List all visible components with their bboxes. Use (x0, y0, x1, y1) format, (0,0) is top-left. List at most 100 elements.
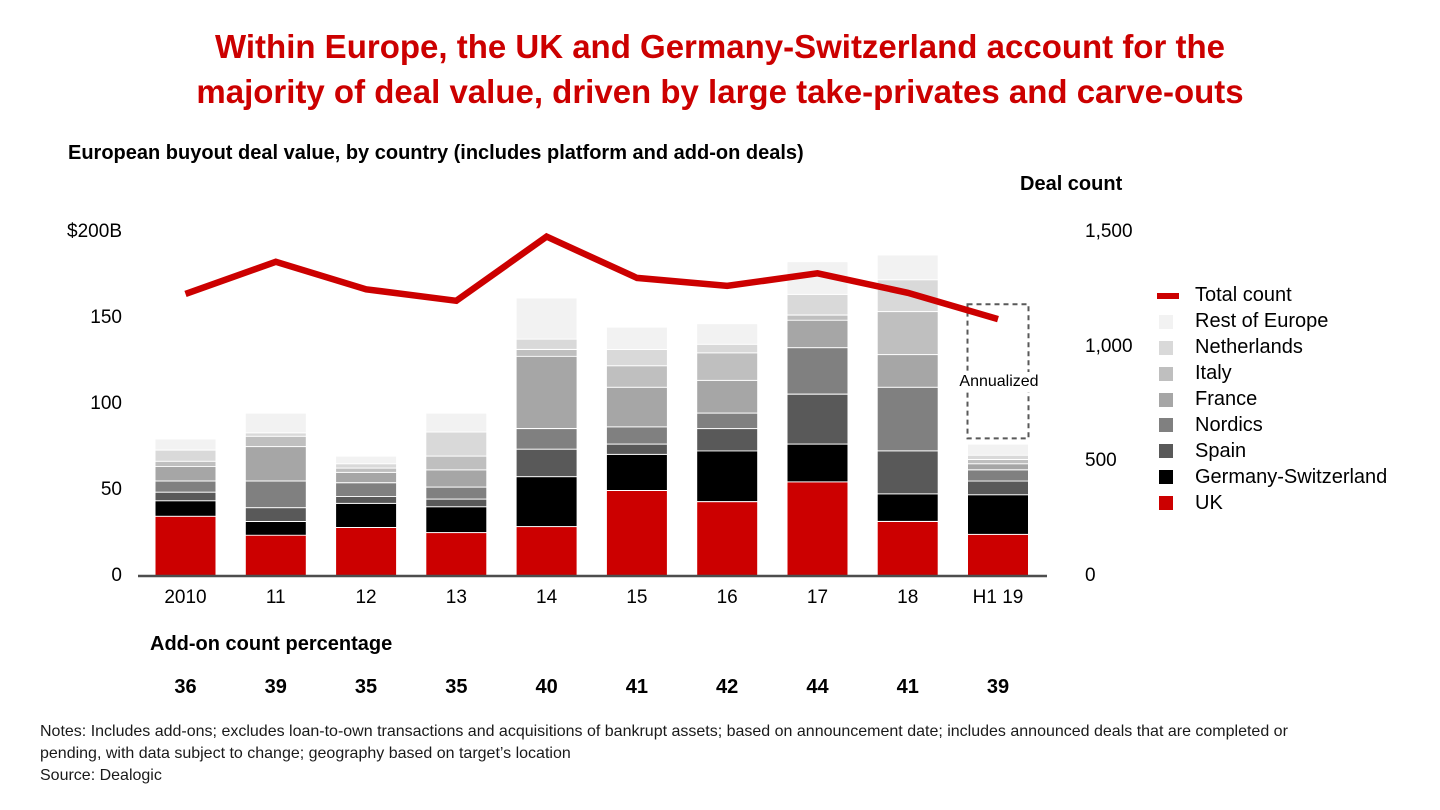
bar-segment-nordics-18 (877, 387, 938, 451)
bar-segment-spain-15 (606, 444, 667, 454)
legend-color-swatch-icon (1159, 314, 1173, 329)
bar-segment-spain-14 (516, 449, 577, 477)
legend-color-swatch-icon (1159, 444, 1173, 459)
bar-segment-uk-11 (245, 535, 306, 576)
bar-segment-netherlands-16 (697, 344, 758, 353)
bar-segment-france-11 (245, 447, 306, 481)
x-axis-label-H119: H1 19 (972, 587, 1024, 608)
x-axis-label-15: 15 (626, 587, 648, 608)
bar-segment-italy-11 (245, 436, 306, 447)
bar-segment-nordics-13 (426, 487, 487, 499)
bar-segment-uk-18 (877, 522, 938, 576)
bar-segment-rest-of-europe-16 (697, 324, 758, 344)
right-axis-tick-label: 0 (1085, 565, 1096, 586)
legend-item-nordics: Nordics (1157, 412, 1387, 438)
legend-color-swatch-icon (1159, 496, 1173, 511)
legend-label: Netherlands (1195, 336, 1303, 359)
bar-segment-spain-11 (245, 508, 306, 521)
legend-item-netherlands: Netherlands (1157, 335, 1387, 361)
left-axis-tick-label: 0 (111, 565, 122, 586)
left-axis-tick-label: 50 (100, 479, 122, 500)
legend-label: Italy (1195, 362, 1232, 385)
bar-segment-rest-of-europe-12 (336, 456, 397, 464)
annualized-label: Annualized (954, 372, 1044, 392)
addon-percentage-value: 41 (625, 676, 649, 698)
legend-color-swatch-icon (1159, 392, 1173, 407)
bar-segment-rest-of-europe-11 (245, 413, 306, 433)
left-axis-tick-label: 100 (90, 393, 122, 414)
bar-segment-spain-17 (787, 394, 848, 444)
bar-segment-rest-of-europe-13 (426, 413, 487, 432)
x-axis-label-2010: 2010 (164, 587, 207, 608)
addon-percentage-value: 35 (354, 676, 378, 698)
bar-segment-italy-12 (336, 468, 397, 472)
legend-item-total-count: Total count (1157, 283, 1387, 309)
bar-segment-germany-switzerland-11 (245, 522, 306, 535)
addon-percentage-value: 41 (896, 676, 919, 698)
x-axis-label-16: 16 (716, 587, 738, 608)
bar-segment-italy-2010 (155, 461, 216, 466)
legend-color-swatch-icon (1159, 470, 1173, 485)
bar-segment-spain-16 (697, 429, 758, 451)
left-axis-tick-label: $200B (67, 221, 122, 242)
x-axis-label-11: 11 (265, 587, 286, 608)
bar-segment-nordics-15 (606, 427, 667, 444)
footnotes: Notes: Includes add-ons; excludes loan-t… (40, 721, 1288, 787)
bar-segment-germany-switzerland-2010 (155, 501, 216, 516)
bar-segment-nordics-H119 (968, 470, 1028, 481)
legend-item-uk: UK (1157, 490, 1387, 516)
bar-segment-france-13 (426, 470, 487, 487)
bar-segment-rest-of-europe-H119 (968, 444, 1028, 455)
legend-label: Total count (1195, 284, 1292, 307)
addon-percentage-value: 44 (806, 676, 829, 698)
x-axis-label-14: 14 (536, 587, 558, 608)
bar-segment-france-12 (336, 472, 397, 483)
x-axis-label-12: 12 (355, 587, 377, 608)
right-axis-tick-label: 500 (1085, 450, 1117, 472)
bar-segment-germany-switzerland-14 (516, 477, 577, 527)
legend-item-italy: Italy (1157, 361, 1387, 387)
notes-line2: pending, with data subject to change; ge… (40, 745, 571, 762)
right-axis-tick-label: 1,500 (1085, 221, 1133, 242)
bar-segment-nordics-11 (245, 481, 306, 508)
right-axis-title: Deal count (1020, 173, 1123, 195)
bar-segment-rest-of-europe-15 (606, 327, 667, 349)
legend-label: France (1195, 388, 1258, 410)
addon-percentage-value: 39 (986, 676, 1010, 698)
bar-segment-spain-H119 (968, 481, 1028, 495)
bar-segment-uk-H119 (968, 534, 1028, 576)
bar-segment-spain-2010 (155, 492, 216, 501)
bar-segment-uk-15 (606, 491, 667, 576)
addon-percentage-value: 36 (174, 676, 197, 698)
bar-segment-germany-switzerland-H119 (968, 495, 1028, 534)
bar-segment-nordics-16 (697, 413, 758, 429)
legend-color-swatch-icon (1159, 418, 1173, 433)
legend-label: Nordics (1195, 413, 1263, 436)
bar-segment-france-H119 (968, 464, 1028, 470)
bar-segment-italy-16 (697, 353, 758, 380)
bar-segment-netherlands-17 (787, 294, 848, 315)
bar-segment-netherlands-12 (336, 464, 397, 468)
bar-segment-italy-18 (877, 312, 938, 355)
bar-segment-nordics-14 (516, 429, 577, 449)
bar-segment-nordics-2010 (155, 481, 216, 492)
x-axis-label-13: 13 (445, 587, 467, 608)
chart-subtitle: European buyout deal value, by country (… (68, 142, 804, 164)
bar-segment-rest-of-europe-2010 (155, 439, 216, 450)
bar-segment-italy-15 (606, 366, 667, 387)
x-axis-label-18: 18 (897, 587, 919, 608)
slide-title: Within Europe, the UK and Germany-Switze… (0, 24, 1440, 114)
bar-segment-france-16 (697, 380, 758, 413)
notes-line1: Notes: Includes add-ons; excludes loan-t… (40, 723, 1288, 740)
bar-segment-netherlands-15 (606, 350, 667, 366)
bar-segment-spain-13 (426, 499, 487, 507)
bar-segment-netherlands-2010 (155, 450, 216, 461)
legend-item-spain: Spain (1157, 438, 1387, 464)
bar-segment-netherlands-11 (245, 433, 306, 436)
legend-line-swatch-icon (1157, 292, 1179, 299)
bar-segment-italy-13 (426, 456, 487, 470)
addon-percentage-value: 39 (264, 676, 287, 698)
x-axis-label-17: 17 (806, 587, 829, 608)
left-axis-tick-label: 150 (90, 307, 122, 328)
bar-segment-nordics-12 (336, 483, 397, 497)
